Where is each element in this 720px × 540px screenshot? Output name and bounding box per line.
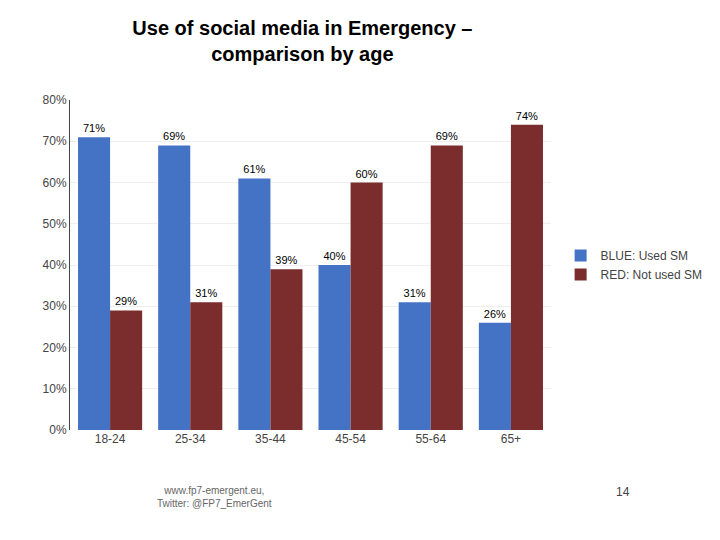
svg-text:60%: 60%	[355, 168, 377, 180]
svg-text:20%: 20%	[43, 341, 67, 355]
svg-text:50%: 50%	[43, 217, 67, 231]
svg-text:18-24: 18-24	[95, 432, 126, 446]
svg-text:14: 14	[616, 485, 630, 499]
svg-text:29%: 29%	[115, 295, 137, 307]
svg-text:RED: Not used SM: RED: Not used SM	[601, 268, 702, 282]
svg-text:31%: 31%	[195, 287, 217, 299]
svg-text:40%: 40%	[43, 258, 67, 272]
svg-text:Use of social media in Emergen: Use of social media in Emergency –compar…	[132, 17, 472, 65]
svg-text:74%: 74%	[516, 110, 538, 122]
svg-text:35-44: 35-44	[255, 432, 286, 446]
svg-text:71%: 71%	[83, 122, 105, 134]
svg-text:39%: 39%	[275, 254, 297, 266]
svg-text:61%: 61%	[243, 163, 265, 175]
svg-text:BLUE: Used SM: BLUE: Used SM	[601, 249, 688, 263]
svg-text:45-54: 45-54	[335, 432, 366, 446]
svg-text:www.fp7-emergent.eu,Twitter: @: www.fp7-emergent.eu,Twitter: @FP7_EmerGe…	[157, 485, 272, 509]
svg-text:10%: 10%	[43, 382, 67, 396]
svg-text:26%: 26%	[484, 308, 506, 320]
svg-text:31%: 31%	[404, 287, 426, 299]
svg-text:69%: 69%	[163, 130, 185, 142]
svg-text:80%: 80%	[43, 93, 67, 107]
svg-text:70%: 70%	[43, 134, 67, 148]
svg-text:25-34: 25-34	[175, 432, 206, 446]
svg-text:30%: 30%	[43, 299, 67, 313]
svg-text:55-64: 55-64	[415, 432, 446, 446]
svg-text:69%: 69%	[436, 130, 458, 142]
svg-text:65+: 65+	[501, 432, 521, 446]
svg-text:0%: 0%	[49, 423, 67, 437]
svg-text:60%: 60%	[43, 176, 67, 190]
svg-text:40%: 40%	[323, 250, 345, 262]
